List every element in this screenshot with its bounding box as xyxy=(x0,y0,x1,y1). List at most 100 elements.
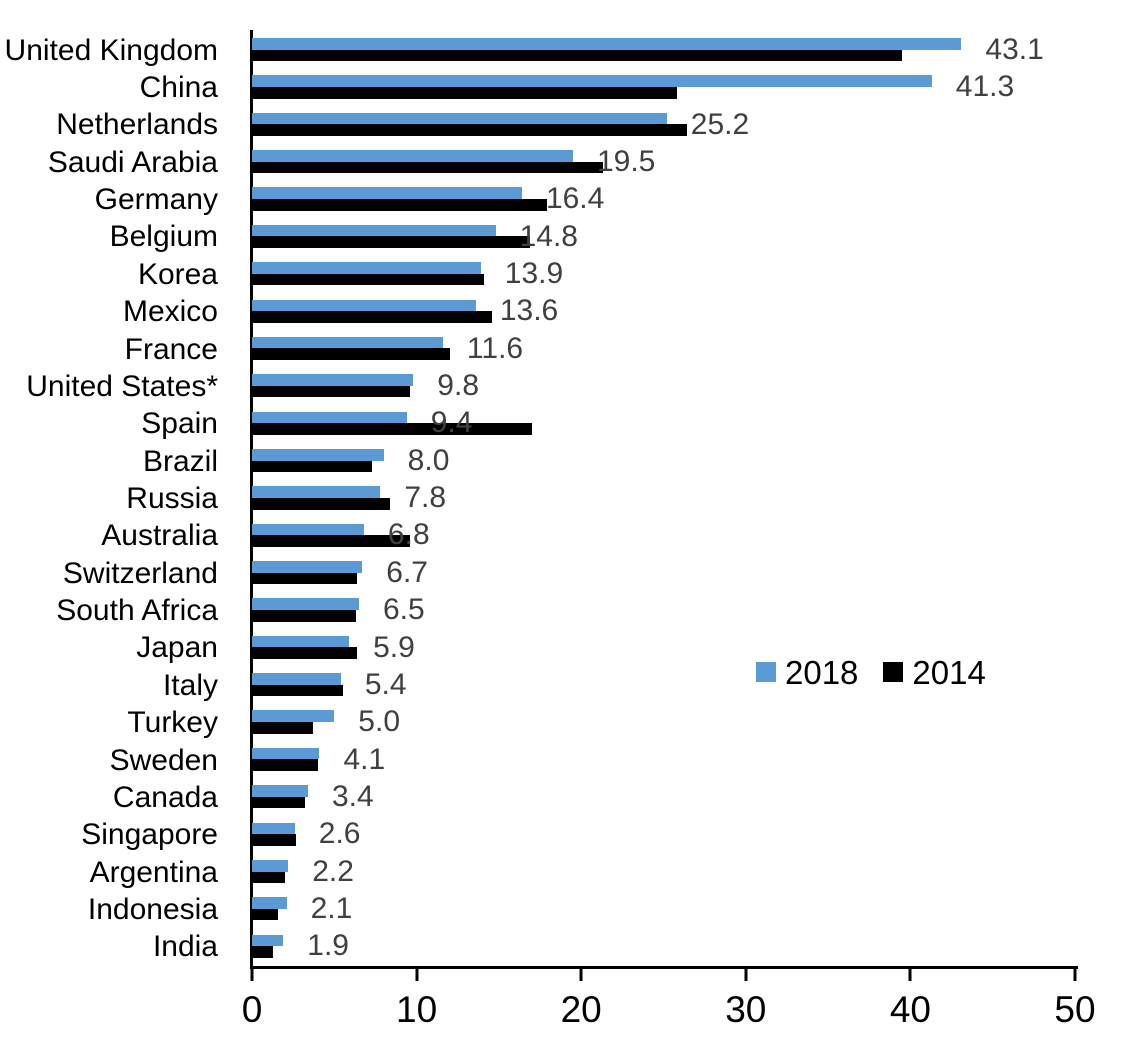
bar-strip xyxy=(252,710,1075,723)
bar-row: 6.5 xyxy=(252,592,1075,629)
category-label: Spain xyxy=(141,407,218,441)
bar-2014 xyxy=(252,871,285,884)
bar-2018 xyxy=(252,635,350,648)
bar-row: 2.6 xyxy=(252,817,1075,854)
bar-2014 xyxy=(252,722,313,734)
bar-2018 xyxy=(252,523,364,536)
bar-strip xyxy=(252,385,1075,398)
x-tick-label: 10 xyxy=(396,989,438,1030)
bar-strip xyxy=(252,236,1075,248)
bar-strip xyxy=(252,161,1075,174)
bar-strip xyxy=(252,785,1075,797)
category-label: Saudi Arabia xyxy=(47,145,218,179)
bar-2018 xyxy=(252,598,359,610)
bar-2014 xyxy=(252,609,356,622)
bar-strip xyxy=(252,187,1075,200)
value-label: 5.9 xyxy=(373,630,415,664)
x-tick-marks xyxy=(250,969,1077,981)
value-label: 14.8 xyxy=(519,219,578,253)
bar-2014 xyxy=(252,908,279,921)
bar-strip xyxy=(252,647,1075,659)
x-tick-label: 0 xyxy=(241,989,263,1030)
x-axis-line xyxy=(250,966,1078,969)
bar-2018 xyxy=(252,561,363,573)
category-label: Mexico xyxy=(122,295,218,329)
value-label: 25.2 xyxy=(690,107,750,141)
bar-strip xyxy=(252,486,1075,498)
bar-strip xyxy=(252,822,1075,835)
bar-2018 xyxy=(252,822,295,835)
value-label: 9.4 xyxy=(430,406,473,440)
value-label: 6.8 xyxy=(387,518,430,552)
bar-strip xyxy=(252,411,1075,424)
bar-2018 xyxy=(252,448,384,461)
bar-2018 xyxy=(252,710,335,723)
category-label: Sweden xyxy=(109,743,218,777)
value-label: 11.6 xyxy=(466,331,524,365)
bar-row: 6.7 xyxy=(252,555,1075,592)
value-label: 19.5 xyxy=(596,144,656,178)
bar-strip xyxy=(252,635,1075,648)
value-label: 2.6 xyxy=(318,817,361,851)
bar-2018 xyxy=(252,673,341,685)
bar-strip xyxy=(252,871,1075,884)
category-label: Korea xyxy=(137,257,218,291)
bar-2018 xyxy=(252,38,962,50)
category-label: Japan xyxy=(136,631,218,665)
bar-2014 xyxy=(252,572,358,585)
bar-2014 xyxy=(252,684,343,697)
value-label: 9.8 xyxy=(437,369,480,403)
bar-strip xyxy=(252,336,1075,349)
bar-2018 xyxy=(252,411,407,424)
bar-row: 2.2 xyxy=(252,854,1075,891)
bar-2014 xyxy=(252,161,603,174)
bar-strip xyxy=(252,374,1075,386)
legend-label-2018: 2018 xyxy=(785,653,859,691)
value-label: 1.9 xyxy=(307,929,349,963)
legend-label-2014: 2014 xyxy=(912,653,986,691)
bar-strip xyxy=(252,75,1075,87)
value-label: 13.6 xyxy=(499,294,559,328)
bar-row: 16.4 xyxy=(252,181,1075,218)
value-label: 2.1 xyxy=(310,892,353,926)
bar-row: 25.2 xyxy=(252,107,1075,144)
bar-2018 xyxy=(252,187,522,200)
x-tick-labels: 0 10 20 30 40 50 xyxy=(242,989,1096,1035)
bar-2014 xyxy=(252,497,391,510)
bar-strip xyxy=(252,759,1075,772)
x-tick-label: 20 xyxy=(560,989,602,1030)
x-tick-label: 50 xyxy=(1054,989,1096,1030)
category-label: Turkey xyxy=(127,706,218,740)
category-label: United States* xyxy=(26,369,218,403)
x-tick-label: 40 xyxy=(889,989,931,1030)
bar-strip xyxy=(252,311,1075,323)
bar-strip xyxy=(252,224,1075,237)
bar-strip xyxy=(252,897,1075,909)
bar-row: 11.6 xyxy=(252,331,1075,368)
bar-2018 xyxy=(252,299,476,312)
value-label: 13.9 xyxy=(504,256,564,290)
bar-2014 xyxy=(252,647,358,659)
value-label: 43.1 xyxy=(985,32,1044,66)
value-label: 6.7 xyxy=(386,555,428,589)
bar-strip xyxy=(252,497,1075,510)
x-tick-label: 30 xyxy=(725,989,767,1030)
bar-strip xyxy=(252,423,1075,435)
value-label: 6.5 xyxy=(382,593,425,627)
bar-strip xyxy=(252,747,1075,760)
bar-2014 xyxy=(252,423,532,435)
bar-2014 xyxy=(252,385,411,398)
bar-row: 2.1 xyxy=(252,891,1075,928)
bar-2014 xyxy=(252,834,297,846)
bar-2014 xyxy=(252,759,318,772)
bar-row: 5.0 xyxy=(252,704,1075,741)
bar-strip xyxy=(252,561,1075,573)
value-label: 5.0 xyxy=(358,705,401,739)
category-label: Netherlands xyxy=(56,108,218,142)
category-label: Australia xyxy=(101,519,218,553)
category-label: Singapore xyxy=(81,818,218,852)
category-label: South Africa xyxy=(56,594,218,628)
value-label: 2.2 xyxy=(312,854,354,888)
bar-2014 xyxy=(252,460,373,473)
bar-strip xyxy=(252,112,1075,125)
